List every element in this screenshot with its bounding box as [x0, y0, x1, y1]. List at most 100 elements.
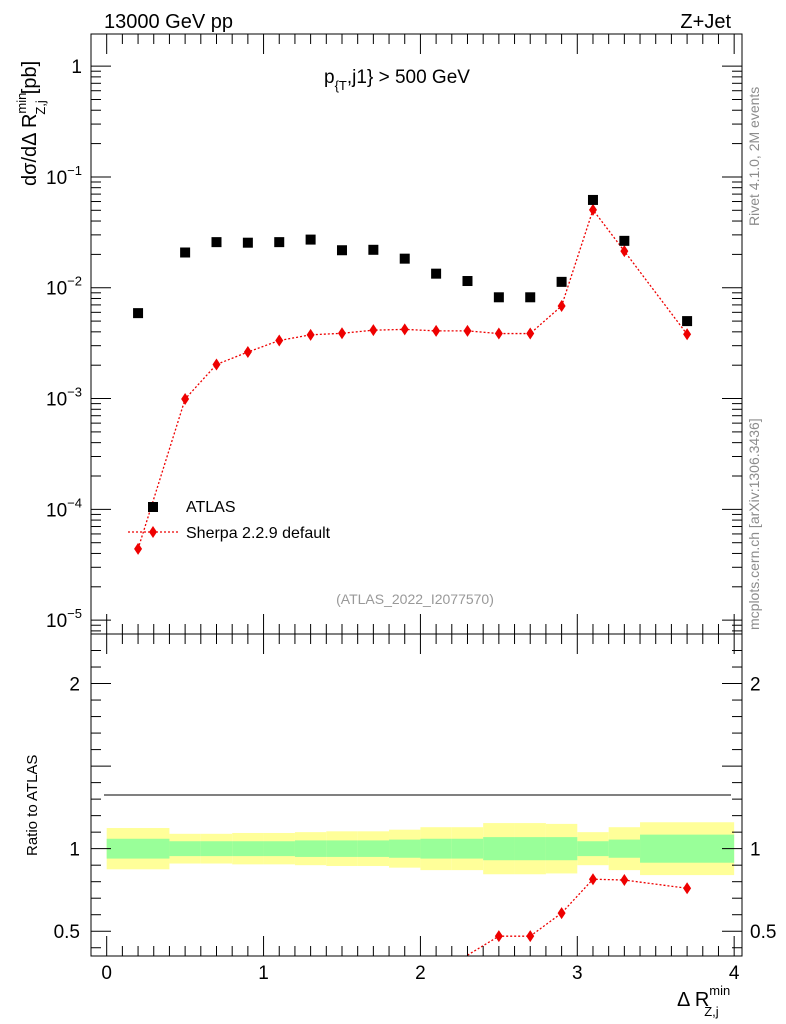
sherpa-main-point: [432, 324, 441, 337]
sherpa-main-line: [137, 208, 688, 550]
sherpa-ratio-point: [494, 930, 503, 943]
atlas-data-point: [133, 308, 144, 319]
band-bin: [608, 839, 641, 858]
main-frame: [90, 33, 743, 635]
x-tick-label: 3: [572, 963, 583, 984]
tick-base: 10: [46, 390, 67, 411]
atlas-data-point: [180, 247, 191, 258]
sherpa-main-point: [181, 393, 190, 406]
x-axis-label: Δ Rmin Z,j: [677, 983, 730, 1019]
atlas-data-point: [462, 276, 473, 287]
sherpa-main-point: [134, 542, 143, 555]
ratio-y-tick-label: 1: [69, 840, 80, 861]
sherpa-main-point: [526, 327, 535, 340]
energy-label: 13000 GeV pp: [104, 11, 233, 33]
sherpa-ratio-clip: [467, 873, 692, 956]
band-bin: [232, 841, 264, 857]
band-bin: [263, 841, 295, 857]
sherpa-main-point: [212, 358, 221, 371]
atlas-data-point: [682, 316, 693, 327]
main-y-axis-label: dσ/dΔ Rmin Z,j[pb]: [14, 61, 48, 186]
process-label: Z+Jet: [680, 11, 731, 33]
ratio-y-tick-label: 2: [69, 675, 80, 696]
atlas-data-point: [431, 268, 442, 279]
atlas-data-point: [242, 237, 253, 248]
sherpa-main-point: [683, 328, 692, 341]
band-bin: [326, 840, 358, 857]
atlas-data-point: [619, 235, 630, 246]
tick-base: 10: [46, 611, 67, 632]
tick-exp: −5: [67, 606, 82, 621]
band-bin: [577, 841, 609, 857]
band-bin: [640, 834, 735, 863]
ratio-tick-labels: 0.5 0.5 1 1 2 2 0 1 2 3 4: [54, 675, 777, 984]
main-x-ticks: [106, 34, 735, 634]
main-y-tick-label: 10−1: [46, 163, 82, 189]
ratio-frame: [90, 633, 743, 957]
atlas-data-point: [399, 253, 410, 264]
ratio-y-tick-label-right: 0.5: [750, 922, 776, 943]
main-panel: 10−510−410−310−210−11 p{T,j1} > 500 GeV …: [14, 33, 743, 635]
legend-sherpa-label: Sherpa 2.2.9 default: [186, 525, 331, 542]
sherpa-ratio-point: [526, 930, 535, 943]
tick-base: 10: [46, 168, 67, 189]
tick-base: 10: [46, 500, 67, 521]
x-tick-label: 0: [101, 963, 112, 984]
tick-base: 10: [46, 279, 67, 300]
sherpa-main-point: [337, 327, 346, 340]
main-title: p{T,j1} > 500 GeV: [324, 67, 470, 93]
atlas-data-point: [211, 237, 222, 248]
band-bin: [294, 840, 327, 857]
band-bin: [451, 838, 484, 859]
atlas-data-point: [493, 292, 504, 303]
sherpa-main-point: [306, 328, 315, 341]
x-tick-label: 2: [415, 963, 426, 984]
sherpa-ratio-point: [683, 882, 692, 895]
ratio-panel: 0.5 0.5 1 1 2 2 0 1 2 3 4 Ratio to ATLAS Δ Rmin Z,j: [24, 633, 777, 1019]
x-tick-label: 1: [258, 963, 269, 984]
main-y-tick-label: 10−4: [46, 495, 82, 521]
legend-atlas-label: ATLAS: [186, 499, 236, 516]
band-bin: [169, 841, 201, 857]
atlas-data-point: [274, 237, 285, 248]
band-bin: [514, 837, 546, 861]
sherpa-main-point: [400, 323, 409, 336]
atlas-data-point: [556, 276, 567, 287]
ratio-y-tick-label-right: 2: [750, 675, 761, 696]
sherpa-main-point: [369, 324, 378, 337]
sherpa-main-point: [620, 245, 629, 258]
sherpa-ratio-point: [620, 874, 629, 887]
atlas-data-point: [368, 244, 379, 255]
rivet-version-label: Rivet 4.1.0, 2M events: [746, 86, 762, 226]
atlas-data-point: [305, 234, 316, 245]
uncertainty-band-inner: [106, 834, 735, 863]
sherpa-main-point: [588, 203, 597, 216]
sherpa-main-point: [275, 334, 284, 347]
main-y-tick-label: 10−5: [46, 606, 82, 632]
sherpa-main-point: [463, 324, 472, 337]
atlas-data-point: [525, 292, 536, 303]
sherpa-main-series: [134, 203, 692, 555]
main-y-tick-label: 10−3: [46, 385, 82, 411]
sherpa-main-point: [494, 327, 503, 340]
main-y-ticks: [91, 65, 742, 632]
sherpa-main-point: [557, 299, 566, 312]
legend-sherpa-marker: [149, 526, 157, 538]
tick-base: 1: [71, 57, 82, 78]
sherpa-main-point: [243, 346, 252, 359]
sherpa-ratio-point: [557, 907, 566, 920]
legend-atlas-marker: [148, 502, 158, 512]
atlas-main-series: [133, 194, 693, 327]
band-bin: [200, 841, 233, 857]
atlas-data-point: [336, 245, 347, 256]
band-bin: [483, 837, 515, 861]
ratio-y-tick-label-right: 1: [750, 840, 761, 861]
analysis-watermark: (ATLAS_2022_I2077570): [336, 591, 494, 607]
x-tick-label: 4: [729, 963, 740, 984]
ratio-y-tick-label: 0.5: [54, 922, 80, 943]
main-y-tick-label: 10−2: [46, 274, 82, 300]
tick-exp: −3: [67, 385, 82, 400]
band-bin: [420, 838, 452, 859]
tick-exp: −4: [67, 495, 82, 510]
